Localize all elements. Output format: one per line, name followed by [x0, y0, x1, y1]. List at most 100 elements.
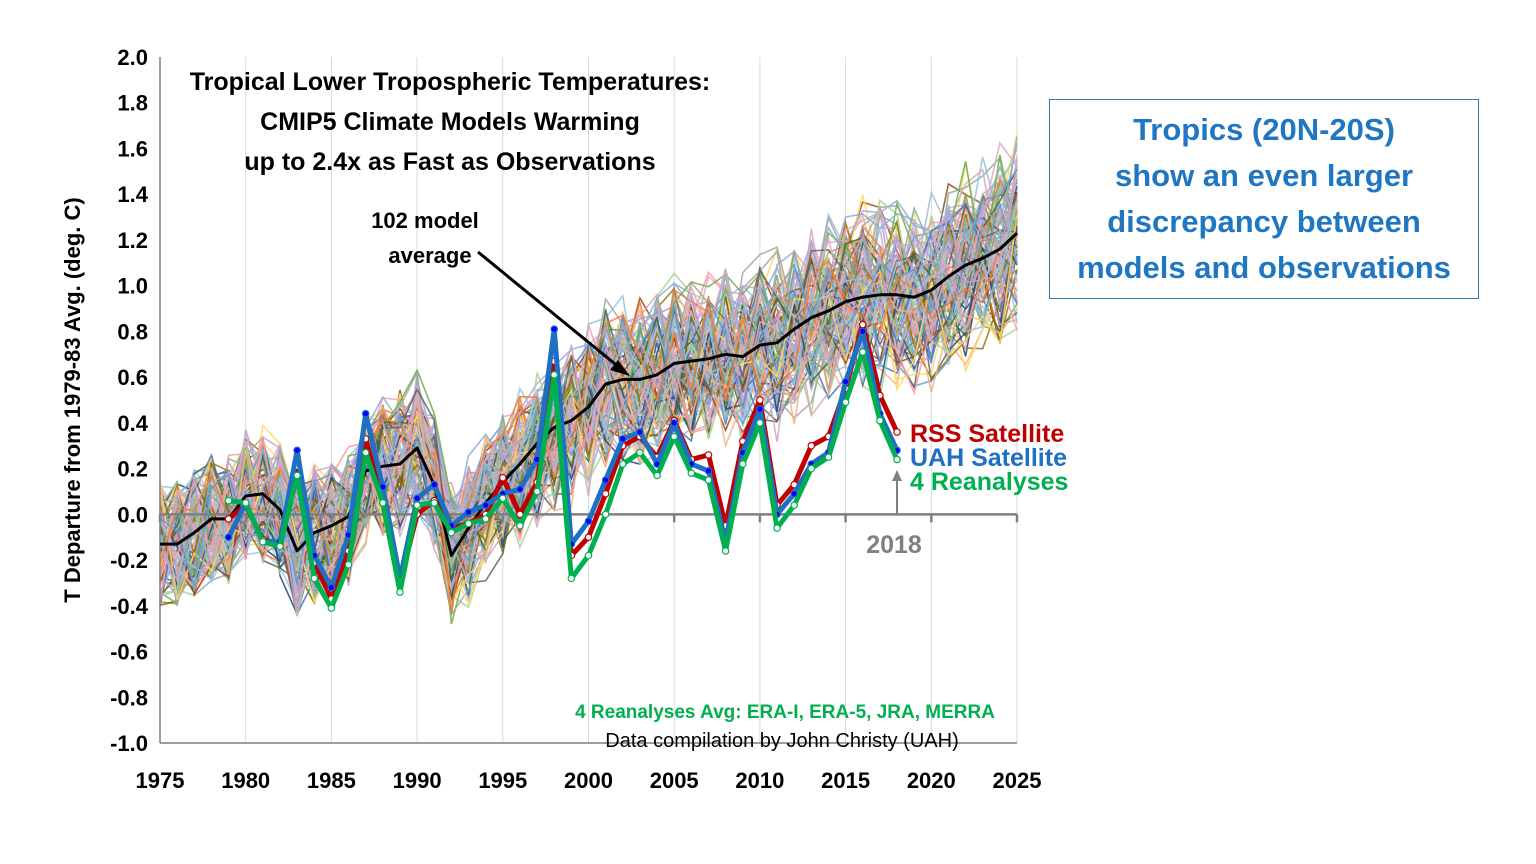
- y-tick-label: -0.8: [110, 685, 148, 710]
- x-tick-label: 2020: [907, 768, 956, 793]
- tropics-callout: Tropics (20N-20S) show an even larger di…: [1049, 99, 1479, 299]
- series-point: [310, 574, 319, 583]
- series-point: [601, 510, 610, 519]
- series-point: [413, 494, 421, 503]
- y-tick-label: 0.8: [117, 319, 148, 344]
- y-tick-label: 0.4: [117, 411, 148, 436]
- series-point: [481, 501, 490, 509]
- series-point: [858, 327, 867, 336]
- series-point: [636, 448, 644, 457]
- y-tick-label: -0.4: [110, 594, 149, 619]
- series-point: [516, 485, 524, 493]
- legend-uah: UAH Satellite: [910, 444, 1067, 472]
- series-point: [841, 398, 850, 407]
- series-point: [550, 325, 559, 333]
- y-tick-label: -0.2: [110, 548, 148, 573]
- series-point: [721, 547, 730, 555]
- series-point: [601, 476, 610, 484]
- legend-rss: RSS Satellite: [910, 420, 1064, 448]
- axes: 1975 1980 1985 1990 1995 2000 2005 2010 2015 2020…: [110, 45, 1041, 793]
- series-point: [259, 537, 267, 546]
- series-point: [653, 471, 661, 480]
- series-point: [481, 515, 490, 523]
- year-2018-label: 2018: [866, 531, 922, 559]
- x-tick-label: 2005: [650, 768, 699, 793]
- x-tick-label: 2015: [821, 768, 870, 793]
- y-tick-label: 1.6: [117, 136, 148, 161]
- x-tick-label: 1975: [136, 768, 185, 793]
- model-average-pointer-head: [610, 360, 630, 376]
- series-point: [584, 551, 593, 560]
- series-point: [738, 460, 747, 468]
- series-line-1: [226, 326, 900, 590]
- series-point: [464, 519, 473, 528]
- y-tick-label: -1.0: [110, 731, 148, 756]
- y-tick-label: 1.8: [117, 91, 148, 116]
- series-point: [498, 473, 507, 482]
- series-point: [636, 428, 644, 436]
- series-point: [858, 348, 867, 356]
- series-point: [858, 320, 867, 329]
- series-point: [516, 521, 524, 530]
- y-tick-label: 0.6: [117, 365, 148, 390]
- series-point: [841, 377, 850, 386]
- data-credit: Data compilation by John Christy (UAH): [605, 730, 958, 752]
- model-average-pointer: [477, 250, 621, 370]
- series-point: [567, 574, 576, 583]
- series-point: [756, 405, 764, 413]
- series-point: [361, 409, 370, 418]
- series-point: [464, 508, 473, 516]
- model-run: [159, 136, 1018, 606]
- series-point: [396, 588, 404, 596]
- series-point: [670, 419, 679, 427]
- series-point: [413, 501, 421, 509]
- y-tick-label: 2.0: [117, 45, 148, 70]
- series-point: [447, 528, 456, 537]
- series-point: [756, 396, 764, 404]
- series-line-3: [160, 232, 1019, 557]
- reanalyses-note: 4 Reanalyses Avg: ERA-I, ERA-5, JRA, MER…: [575, 702, 995, 723]
- series-point: [276, 542, 284, 551]
- series-point: [361, 448, 370, 457]
- series-point: [704, 476, 713, 484]
- y-tick-label: -0.6: [110, 640, 148, 665]
- model-average-label-line-2: average: [388, 243, 471, 268]
- year-2018-arrow-head: [892, 470, 902, 481]
- x-tick-label: 1985: [307, 768, 356, 793]
- y-tick-label: 0.0: [117, 502, 148, 527]
- observation-series: [160, 232, 1019, 612]
- y-tick-label: 1.2: [117, 228, 148, 253]
- y-tick-label: 0.2: [117, 457, 148, 482]
- model-run: [159, 141, 1018, 599]
- x-tick-label: 1990: [393, 768, 442, 793]
- x-tick-label: 1980: [221, 768, 270, 793]
- callout-line-1: Tropics (20N-20S): [1133, 112, 1395, 147]
- series-point: [327, 583, 336, 592]
- series-point: [533, 487, 541, 496]
- series-point: [704, 451, 713, 459]
- series-point: [807, 464, 816, 473]
- series-point: [670, 432, 679, 441]
- series-point: [876, 416, 884, 425]
- x-tick-label: 1995: [478, 768, 527, 793]
- series-point: [756, 419, 764, 427]
- series-point: [704, 467, 713, 475]
- series-point: [224, 515, 233, 523]
- callout-line-4: models and observations: [1077, 250, 1451, 285]
- series-point: [550, 371, 559, 379]
- series-point: [618, 460, 627, 468]
- model-average-label-line-1: 102 model: [371, 208, 479, 233]
- series-point: [893, 428, 901, 436]
- series-point: [893, 455, 901, 464]
- y-tick-label: 1.4: [117, 182, 148, 207]
- chart-title-line-3: up to 2.4x as Fast as Observations: [244, 148, 655, 176]
- series-point: [790, 501, 798, 509]
- callout-line-3: discrepancy between: [1107, 204, 1421, 239]
- series-point: [687, 469, 696, 477]
- series-point: [584, 533, 593, 542]
- series-point: [498, 494, 507, 503]
- series-point: [224, 533, 233, 542]
- x-tick-label: 2000: [564, 768, 613, 793]
- series-point: [618, 435, 627, 443]
